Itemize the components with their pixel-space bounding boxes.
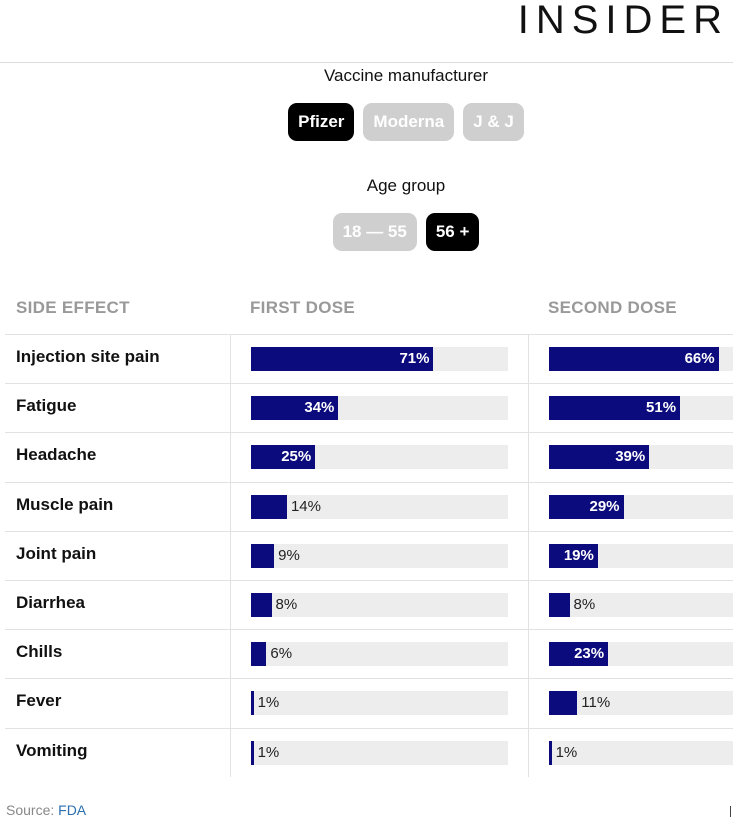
- column-divider: [230, 334, 231, 777]
- first-dose-track: 8%: [251, 593, 508, 617]
- insider-logo: INSIDER: [517, 0, 729, 42]
- pfizer-button[interactable]: Pfizer: [288, 103, 355, 141]
- first-dose-value: 14%: [290, 497, 321, 515]
- table-row: Fatigue 34% 51%: [5, 383, 733, 433]
- source-link[interactable]: FDA: [58, 802, 87, 818]
- second-dose-track: 23%: [549, 642, 733, 667]
- header-divider: [0, 62, 733, 63]
- side-effect-label: Joint pain: [16, 543, 97, 563]
- column-divider: [528, 334, 529, 777]
- second-dose-track: 19%: [549, 543, 733, 568]
- jj-button[interactable]: J & J: [463, 103, 524, 141]
- second-dose-bar: [549, 740, 552, 765]
- first-dose-bar: [251, 740, 254, 765]
- side-effect-label: Muscle pain: [16, 494, 114, 514]
- second-dose-value: 66%: [684, 350, 715, 367]
- first-dose-bar: [251, 347, 434, 371]
- source-note: Source: FDA: [6, 802, 86, 818]
- moderna-button[interactable]: Moderna: [363, 103, 455, 141]
- first-dose-value: 1%: [257, 743, 280, 761]
- second-dose-bar: [549, 494, 624, 519]
- manufacturer-buttons: Pfizer Moderna J & J: [0, 103, 733, 141]
- first-dose-track: 9%: [251, 543, 508, 568]
- second-dose-value: 8%: [573, 596, 596, 613]
- first-dose-track: 1%: [251, 740, 508, 765]
- second-dose-track: 66%: [549, 347, 733, 371]
- second-dose-value: 51%: [646, 399, 677, 417]
- second-dose-track: 1%: [549, 740, 733, 765]
- second-dose-track: 11%: [549, 691, 733, 716]
- first-dose-value: 25%: [281, 448, 312, 466]
- header-first-dose: FIRST DOSE: [250, 298, 356, 317]
- side-effect-label: Fatigue: [16, 396, 77, 416]
- side-effect-label: Diarrhea: [16, 593, 85, 612]
- side-effect-label: Headache: [16, 445, 97, 465]
- first-dose-track: 6%: [251, 642, 508, 667]
- second-dose-track: 8%: [549, 593, 733, 617]
- header-second-dose: SECOND DOSE: [548, 298, 677, 317]
- second-dose-track: 39%: [549, 445, 733, 470]
- first-dose-track: 1%: [251, 691, 508, 716]
- side-effect-label: Injection site pain: [16, 347, 160, 366]
- first-dose-bar: [251, 593, 272, 617]
- source-label: Source:: [6, 802, 55, 818]
- table-row: Headache 25% 39%: [5, 432, 733, 482]
- second-dose-value: 11%: [581, 694, 611, 712]
- second-dose-bar: [549, 445, 650, 470]
- second-dose-value: 1%: [555, 743, 578, 761]
- second-dose-track: 29%: [549, 494, 733, 519]
- second-dose-bar: [549, 691, 578, 716]
- age-buttons: 18 — 55 56 +: [0, 213, 733, 251]
- first-dose-bar: [251, 642, 267, 667]
- table-row: Vomiting 1% 1%: [5, 727, 733, 778]
- age-18-55-button[interactable]: 18 — 55: [332, 213, 417, 251]
- second-dose-bar: [549, 593, 570, 617]
- second-dose-value: 29%: [589, 497, 620, 515]
- second-dose-bar: [549, 347, 719, 371]
- second-dose-track: 51%: [549, 396, 733, 421]
- manufacturer-label: Vaccine manufacturer: [323, 66, 489, 85]
- second-dose-bar: [549, 396, 681, 421]
- first-dose-track: 25%: [251, 445, 508, 470]
- first-dose-value: 8%: [275, 596, 298, 613]
- first-dose-value: 71%: [399, 350, 430, 367]
- second-dose-value: 23%: [574, 645, 605, 663]
- header-side-effect: SIDE EFFECT: [16, 298, 130, 317]
- first-dose-value: 9%: [278, 546, 300, 564]
- table-row: Chills 6% 23%: [5, 629, 733, 679]
- second-dose-bar: [549, 642, 609, 667]
- first-dose-bar: [251, 543, 275, 568]
- first-dose-bar: [251, 396, 339, 421]
- side-effect-label: Vomiting: [16, 740, 88, 760]
- table-row: Fever 1% 11%: [5, 678, 733, 728]
- first-dose-value: 34%: [304, 399, 335, 417]
- first-dose-track: 14%: [251, 494, 508, 519]
- second-dose-value: 19%: [563, 546, 594, 564]
- second-dose-value: 39%: [615, 448, 646, 466]
- side-effect-label: Chills: [16, 642, 63, 662]
- second-dose-bar: [549, 543, 598, 568]
- first-dose-bar: [251, 691, 254, 716]
- text-cursor: [730, 806, 731, 817]
- table-row: Muscle pain 14% 29%: [5, 481, 733, 532]
- table-row: Diarrhea 8% 8%: [5, 580, 733, 630]
- first-dose-value: 6%: [270, 645, 293, 663]
- first-dose-track: 71%: [251, 347, 508, 371]
- table-row: Injection site pain 71% 66%: [5, 334, 733, 384]
- table-row: Joint pain 9% 19%: [5, 530, 733, 581]
- first-dose-bar: [251, 445, 316, 470]
- age-56-plus-button[interactable]: 56 +: [425, 213, 480, 251]
- first-dose-track: 34%: [251, 396, 508, 421]
- side-effect-label: Fever: [16, 691, 62, 711]
- first-dose-bar: [251, 494, 287, 519]
- first-dose-value: 1%: [257, 694, 280, 712]
- age-group-label: Age group: [366, 176, 446, 195]
